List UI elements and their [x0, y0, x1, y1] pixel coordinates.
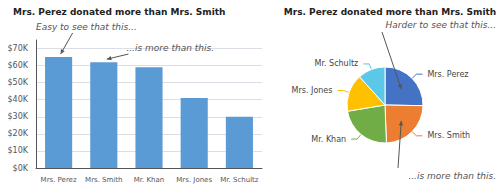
- svg-text:Mr. Khan: Mr. Khan: [311, 135, 346, 144]
- svg-text:Mr. Schultz: Mr. Schultz: [220, 176, 259, 184]
- svg-text:...is more than this.: ...is more than this.: [126, 43, 214, 53]
- svg-text:Mrs. Jones: Mrs. Jones: [292, 86, 333, 95]
- svg-text:Mrs. Jones: Mrs. Jones: [176, 176, 212, 184]
- svg-text:$20K: $20K: [7, 129, 28, 138]
- svg-text:$10K: $10K: [7, 146, 28, 155]
- svg-text:$70K: $70K: [7, 44, 28, 53]
- svg-text:$50K: $50K: [7, 78, 28, 87]
- svg-text:Mrs. Smith: Mrs. Smith: [85, 176, 122, 184]
- svg-text:Mr. Khan: Mr. Khan: [134, 176, 164, 184]
- svg-text:$60K: $60K: [7, 61, 28, 70]
- svg-text:Mrs. Perez: Mrs. Perez: [427, 70, 468, 79]
- svg-text:$40K: $40K: [7, 95, 28, 104]
- svg-text:Mrs. Perez: Mrs. Perez: [41, 176, 77, 184]
- svg-text:$30K: $30K: [7, 112, 28, 121]
- svg-text:Easy to see that this...: Easy to see that this...: [36, 22, 137, 32]
- svg-text:$0K: $0K: [13, 164, 29, 173]
- svg-text:Mrs. Smith: Mrs. Smith: [427, 131, 470, 140]
- svg-text:Mr. Schultz: Mr. Schultz: [315, 59, 359, 68]
- svg-text:...is more than this.: ...is more than this.: [408, 171, 496, 181]
- svg-text:Mrs. Perez donated more than M: Mrs. Perez donated more than Mrs. Smith: [13, 7, 226, 17]
- svg-text:Mrs. Perez donated more than M: Mrs. Perez donated more than Mrs. Smith: [284, 7, 497, 17]
- svg-text:Harder to see that this...: Harder to see that this...: [386, 20, 496, 30]
